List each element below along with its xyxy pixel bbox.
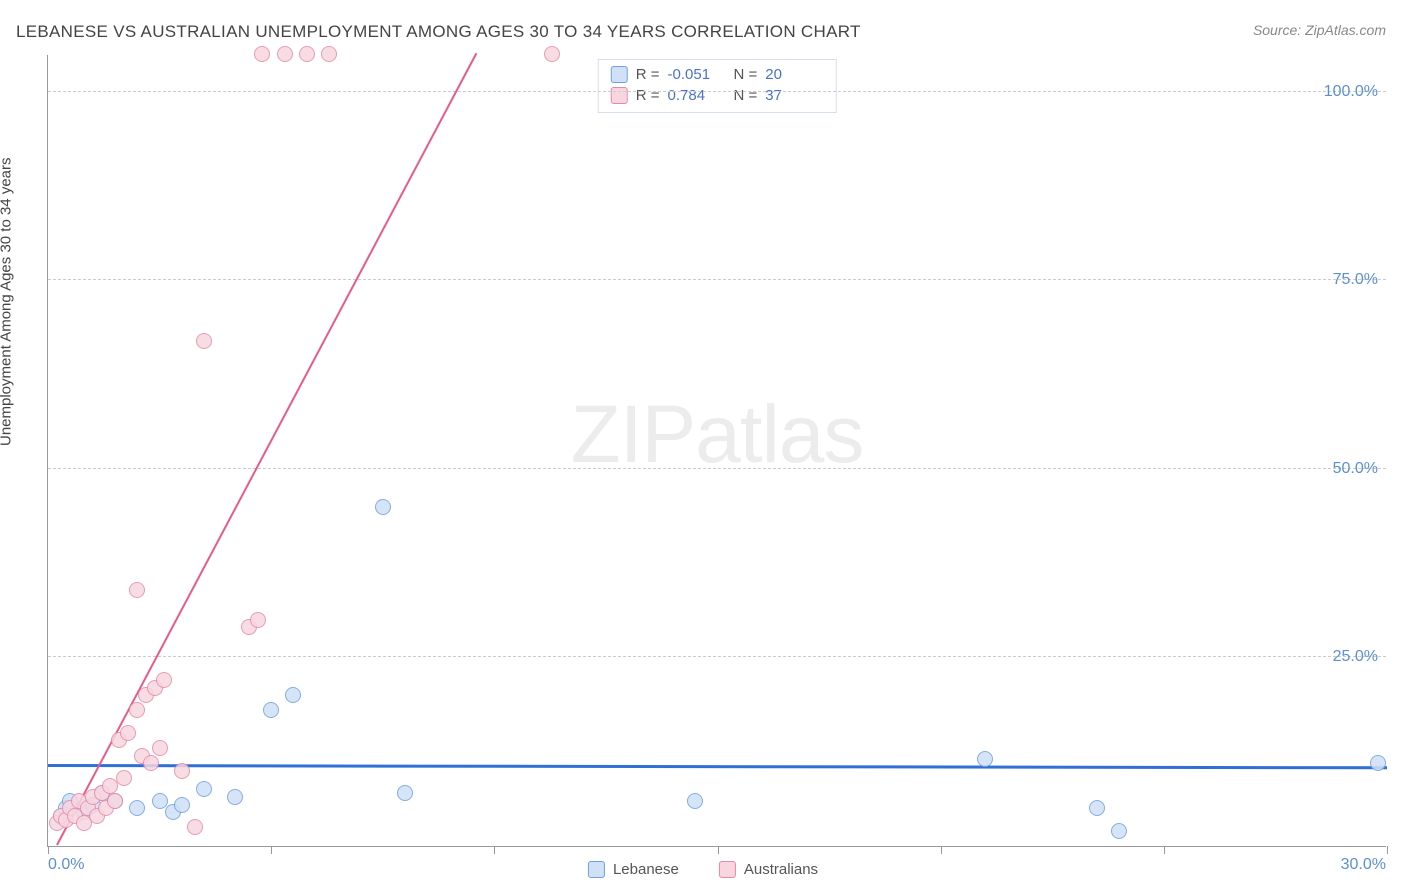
data-point	[254, 46, 270, 62]
legend-label: Lebanese	[613, 861, 679, 878]
data-point	[1111, 823, 1127, 839]
data-point	[321, 46, 337, 62]
stats-row: R = -0.051 N = 20	[611, 64, 824, 85]
trend-line	[56, 53, 477, 846]
data-point	[375, 499, 391, 515]
data-point	[544, 46, 560, 62]
correlation-stats-box: R = -0.051 N = 20 R = 0.784 N = 37	[598, 59, 837, 113]
r-value: -0.051	[668, 64, 726, 85]
data-point	[397, 785, 413, 801]
data-point	[196, 781, 212, 797]
data-point	[129, 702, 145, 718]
gridline	[48, 279, 1386, 280]
data-point	[1370, 755, 1386, 771]
x-tick	[941, 846, 942, 854]
data-point	[174, 797, 190, 813]
n-label: N =	[734, 85, 758, 106]
data-point	[687, 793, 703, 809]
data-point	[116, 770, 132, 786]
y-tick-label: 100.0%	[1324, 83, 1378, 101]
legend-swatch	[611, 66, 628, 83]
r-label: R =	[636, 64, 660, 85]
data-point	[227, 789, 243, 805]
scatter-plot-area: ZIPatlas R = -0.051 N = 20 R = 0.784 N = 37 25.…	[47, 55, 1386, 847]
data-point	[977, 751, 993, 767]
data-point	[187, 819, 203, 835]
data-point	[152, 740, 168, 756]
data-point	[152, 793, 168, 809]
legend-label: Australians	[744, 861, 818, 878]
gridline	[48, 91, 1386, 92]
x-tick	[494, 846, 495, 854]
x-tick-label: 0.0%	[48, 856, 84, 874]
x-tick	[48, 846, 49, 854]
y-tick-label: 75.0%	[1333, 271, 1378, 289]
gridline	[48, 468, 1386, 469]
legend-swatch	[719, 861, 736, 878]
source-attribution: Source: ZipAtlas.com	[1253, 22, 1386, 38]
legend-swatch	[588, 861, 605, 878]
n-label: N =	[734, 64, 758, 85]
x-tick-label: 30.0%	[1341, 856, 1386, 874]
n-value: 20	[765, 64, 823, 85]
y-axis-label: Unemployment Among Ages 30 to 34 years	[0, 157, 15, 446]
data-point	[299, 46, 315, 62]
data-point	[129, 800, 145, 816]
x-tick	[271, 846, 272, 854]
x-tick	[1387, 846, 1388, 854]
data-point	[143, 755, 159, 771]
trend-line	[48, 764, 1387, 769]
x-tick	[1164, 846, 1165, 854]
legend-item: Lebanese	[588, 861, 679, 878]
chart-title: LEBANESE VS AUSTRALIAN UNEMPLOYMENT AMON…	[16, 22, 861, 42]
gridline	[48, 656, 1386, 657]
data-point	[196, 333, 212, 349]
data-point	[250, 612, 266, 628]
legend: Lebanese Australians	[588, 861, 818, 878]
n-value: 37	[765, 85, 823, 106]
data-point	[285, 687, 301, 703]
legend-swatch	[611, 87, 628, 104]
y-tick-label: 25.0%	[1333, 648, 1378, 666]
x-tick	[718, 846, 719, 854]
y-tick-label: 50.0%	[1333, 460, 1378, 478]
watermark-zip: ZIP	[571, 389, 696, 480]
r-value: 0.784	[668, 85, 726, 106]
data-point	[277, 46, 293, 62]
data-point	[107, 793, 123, 809]
data-point	[120, 725, 136, 741]
legend-item: Australians	[719, 861, 818, 878]
data-point	[263, 702, 279, 718]
data-point	[1089, 800, 1105, 816]
data-point	[129, 582, 145, 598]
stats-row: R = 0.784 N = 37	[611, 85, 824, 106]
watermark-atlas: atlas	[695, 389, 863, 480]
r-label: R =	[636, 85, 660, 106]
data-point	[156, 672, 172, 688]
data-point	[174, 763, 190, 779]
